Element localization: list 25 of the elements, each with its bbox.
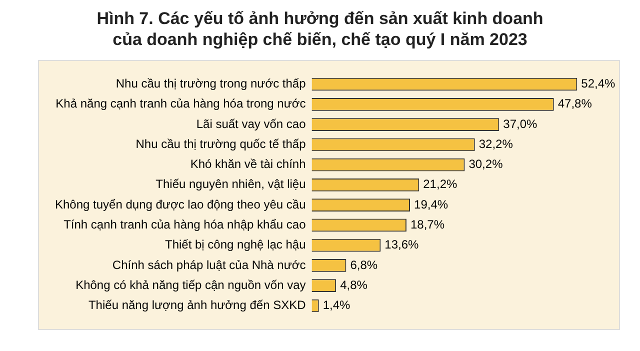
y-tick-label: Thiếu nguyên nhiên, vật liệu	[156, 177, 306, 192]
y-tick-label: Thiếu năng lượng ảnh hưởng đến SXKD	[88, 298, 306, 312]
y-tick-label: Không có khả năng tiếp cận nguồn vốn vay	[76, 278, 306, 292]
data-label: 1,4%	[322, 298, 351, 312]
y-tick-label: Tính cạnh tranh của hàng hóa nhập khẩu cao	[64, 218, 306, 232]
y-tick-label: Chính sách pháp luật của Nhà nước	[112, 258, 306, 272]
y-tick-label: Lãi suất vay vốn cao	[196, 116, 306, 131]
data-label: 52,4%	[581, 76, 616, 91]
data-label: 18,7%	[410, 218, 445, 232]
data-label: 4,8%	[340, 278, 368, 292]
data-label: 37,0%	[503, 116, 538, 131]
data-label: 47,8%	[558, 96, 592, 111]
data-label: 6,8%	[350, 258, 378, 272]
data-label: 21,2%	[423, 177, 458, 192]
y-tick-label: Thiết bị công nghệ lạc hậu	[164, 238, 306, 252]
data-label: 30,2%	[468, 157, 504, 172]
y-tick-label: Không tuyển dụng được lao động theo yêu cầu	[54, 197, 306, 212]
y-tick-label: Khả năng cạnh tranh của hàng hóa trong nước	[56, 96, 306, 111]
chart-title: Hình 7. Các yếu tố ảnh hưởng đến sản xuất kinh doanh của doanh nghiệp chế biến, chế tạo quý I năm 2023	[96, 8, 544, 50]
y-tick-label: Nhu cầu thị trường trong nước thấp	[116, 76, 306, 91]
data-label: 32,2%	[478, 136, 514, 151]
y-tick-label: Khó khăn về tài chính	[190, 157, 306, 172]
y-tick-label: Nhu cầu thị trường quốc tế thấp	[136, 136, 306, 151]
data-label: 13,6%	[384, 238, 419, 252]
data-label: 19,4%	[414, 197, 448, 212]
